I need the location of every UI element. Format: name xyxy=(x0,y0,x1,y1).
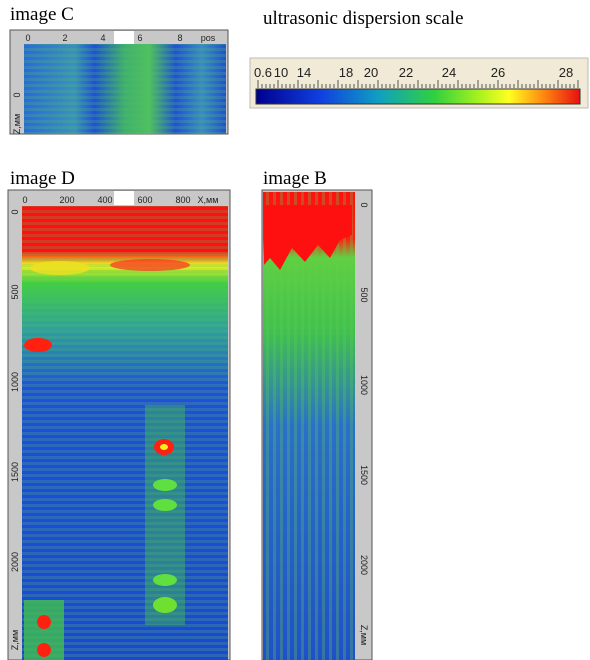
tick-label: Z,мм xyxy=(12,114,22,134)
image-c xyxy=(9,29,229,135)
scale-bar xyxy=(249,57,589,109)
tick-label: Z,мм xyxy=(359,625,369,645)
scale-label: 28 xyxy=(559,65,573,80)
image-b xyxy=(261,189,373,660)
scale-label: 10 xyxy=(274,65,288,80)
scale-label: 14 xyxy=(297,65,311,80)
tick-label: X,мм xyxy=(198,195,219,205)
tick-label: 500 xyxy=(10,284,20,299)
tick-label: 4 xyxy=(100,33,105,43)
scale-label: 24 xyxy=(442,65,456,80)
tick-label: 2000 xyxy=(359,555,369,575)
tick-label: 1000 xyxy=(359,375,369,395)
panel-title: image C xyxy=(10,4,74,25)
scale-label: 0.6 xyxy=(254,65,272,80)
tick-label: 1000 xyxy=(10,372,20,392)
panel-title: image D xyxy=(10,168,75,189)
tick-label: 400 xyxy=(97,195,112,205)
tick-label: 500 xyxy=(359,287,369,302)
image-d xyxy=(7,189,231,660)
tick-label: 0 xyxy=(10,209,20,214)
tick-label: 0 xyxy=(359,202,369,207)
tick-label: 1500 xyxy=(10,462,20,482)
scale-label: 22 xyxy=(399,65,413,80)
scale-title: ultrasonic dispersion scale xyxy=(263,8,464,29)
tick-label: 0 xyxy=(12,92,22,97)
tick-label: pos xyxy=(201,33,216,43)
tick-label: 0 xyxy=(25,33,30,43)
tick-label: Z,мм xyxy=(10,630,20,650)
tick-label: 1500 xyxy=(359,465,369,485)
tick-label: 6 xyxy=(137,33,142,43)
scale-label: 20 xyxy=(364,65,378,80)
tick-label: 200 xyxy=(59,195,74,205)
scale-label: 26 xyxy=(491,65,505,80)
tick-label: 600 xyxy=(137,195,152,205)
tick-label: 2000 xyxy=(10,552,20,572)
tick-label: 8 xyxy=(177,33,182,43)
tick-label: 800 xyxy=(175,195,190,205)
scale-label: 18 xyxy=(339,65,353,80)
tick-label: 0 xyxy=(22,195,27,205)
panel-title: image B xyxy=(263,168,327,189)
tick-label: 2 xyxy=(62,33,67,43)
